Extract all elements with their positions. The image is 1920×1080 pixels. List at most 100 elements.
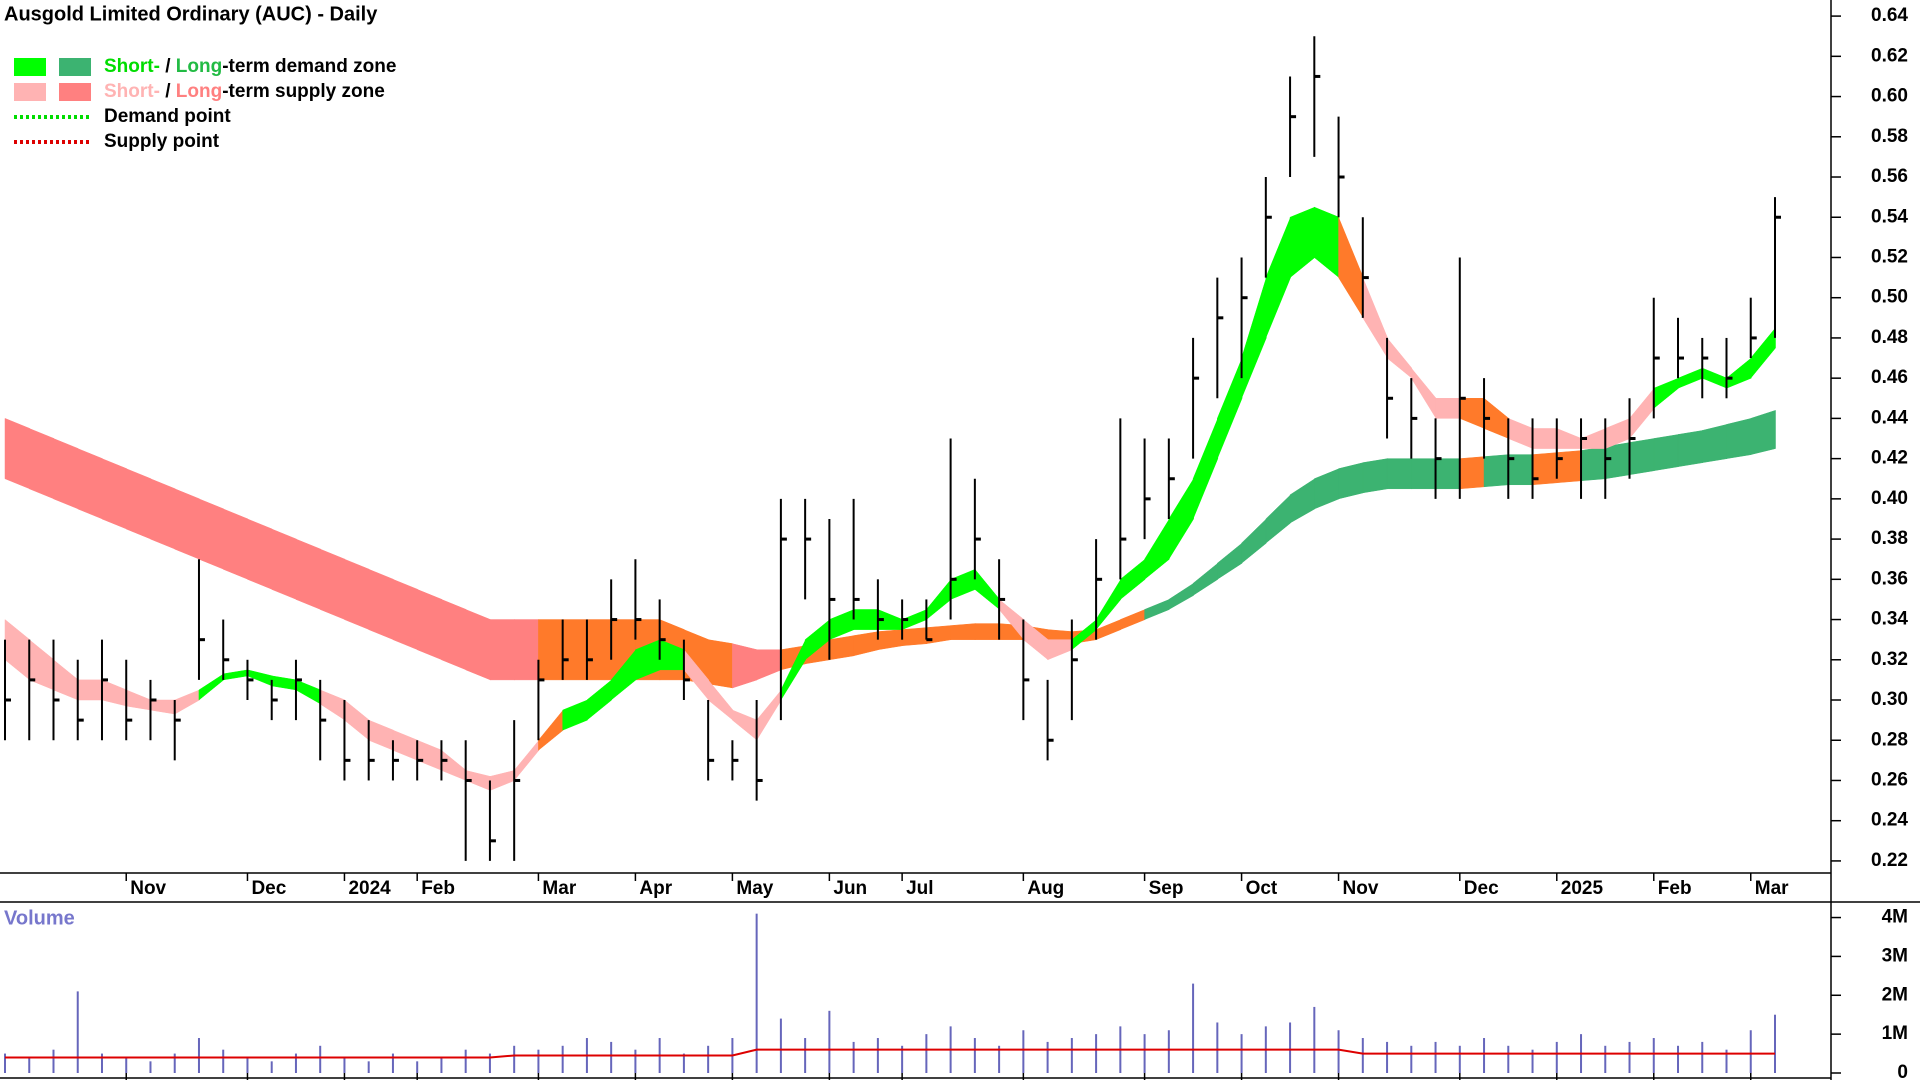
- zone-band: [465, 609, 491, 681]
- zone-band: [1411, 458, 1437, 490]
- volume-bar: [537, 1049, 540, 1073]
- zone-band: [853, 609, 879, 630]
- volume-bar: [1628, 1041, 1631, 1073]
- x-tick-label: Dec: [1464, 878, 1499, 899]
- volume-bar: [1216, 1022, 1219, 1073]
- legend-label: Short- / Long-term supply zone: [104, 81, 385, 102]
- chart-title: Ausgold Limited Ordinary (AUC) - Daily: [4, 3, 378, 25]
- zone-band: [1532, 428, 1558, 449]
- volume-bar: [779, 1018, 782, 1073]
- volume-bar: [925, 1034, 928, 1073]
- zone-band: [1556, 450, 1582, 484]
- volume-bar: [125, 1057, 128, 1073]
- volume-bar: [1410, 1045, 1413, 1073]
- volume-bar: [1289, 1022, 1292, 1073]
- volume-average: [5, 1048, 1775, 1059]
- zone-band: [125, 468, 152, 540]
- zone-band: [901, 627, 928, 646]
- volume-bar: [828, 1010, 831, 1073]
- volume-bar: [561, 1045, 564, 1073]
- volume-bar: [1701, 1041, 1704, 1073]
- zone-band: [1314, 206, 1340, 279]
- zone-band: [1338, 462, 1364, 500]
- zone-band: [1314, 468, 1340, 510]
- volume-bar: [1386, 1041, 1389, 1073]
- zone-band: [489, 619, 515, 681]
- zone-band: [1265, 494, 1291, 544]
- zone-band: [562, 699, 588, 731]
- zone-band: [489, 770, 515, 791]
- zone-band: [416, 739, 443, 771]
- legend-text: Long: [176, 56, 222, 77]
- volume-bar: [1192, 983, 1195, 1073]
- volume-bar: [1095, 1034, 1098, 1073]
- y-tick-label: 0.54: [1871, 206, 1908, 227]
- volume-bar: [173, 1053, 176, 1073]
- volume-bar: [391, 1053, 394, 1073]
- x-tick-label: Apr: [639, 878, 672, 899]
- volume-bar: [1555, 1041, 1558, 1073]
- volume-bar: [634, 1049, 637, 1073]
- zone-band: [392, 729, 418, 761]
- x-tick-label: 2025: [1561, 878, 1604, 899]
- zone-band: [247, 669, 273, 687]
- volume-bar: [901, 1045, 904, 1073]
- volume-bar: [488, 1053, 491, 1073]
- y-tick-label: 0.42: [1871, 448, 1908, 469]
- zone-band: [1750, 410, 1776, 455]
- zone-band: [1726, 357, 1752, 389]
- y-tick-label: 0.48: [1871, 327, 1908, 348]
- zone-band: [1217, 357, 1243, 459]
- legend-text: Long: [176, 81, 222, 102]
- zone-band: [174, 689, 200, 715]
- volume-bar: [367, 1061, 370, 1073]
- zone-band: [756, 649, 782, 681]
- zone-band: [1241, 518, 1267, 564]
- y-tick-label: 1M: [1882, 1023, 1908, 1044]
- volume-bar: [1725, 1049, 1728, 1073]
- volume-bar: [1604, 1045, 1607, 1073]
- zone-band: [150, 699, 176, 715]
- zone-band: [1338, 217, 1364, 319]
- zone-band: [101, 458, 127, 530]
- volume-bar: [1458, 1045, 1461, 1073]
- y-tick-label: 0.56: [1871, 166, 1908, 187]
- volume-title: Volume: [4, 907, 75, 929]
- y-tick-label: 0.28: [1871, 729, 1908, 750]
- volume-bar: [973, 1038, 976, 1073]
- zone-band: [853, 631, 879, 657]
- zone-band: [4, 418, 30, 490]
- zone-band: [1483, 454, 1510, 488]
- y-tick-label: 0.34: [1871, 609, 1908, 630]
- y-tick-label: 0.22: [1871, 850, 1908, 871]
- volume-bar: [682, 1053, 685, 1073]
- legend-text: -term supply zone: [222, 81, 385, 102]
- zone-band: [1677, 367, 1704, 389]
- x-tick-label: Feb: [421, 878, 455, 899]
- zone-band: [1459, 398, 1485, 429]
- zone-band: [1677, 430, 1704, 467]
- y-tick-label: 0.36: [1871, 568, 1908, 589]
- legend-text: -term demand zone: [222, 56, 396, 77]
- legend-label: Supply point: [104, 131, 220, 152]
- x-tick-label: Aug: [1027, 878, 1064, 899]
- zone-band: [707, 639, 734, 689]
- x-tick-label: Oct: [1246, 878, 1278, 899]
- volume-bar: [197, 1038, 200, 1073]
- legend-text: /: [160, 56, 176, 77]
- volume-bar: [294, 1053, 297, 1073]
- legend-swatch: [59, 83, 91, 101]
- volume-bar: [1507, 1045, 1510, 1073]
- zone-band: [1144, 599, 1170, 620]
- zone-band: [1192, 562, 1219, 596]
- legend-label: Demand point: [104, 106, 231, 127]
- volume-bar: [1774, 1014, 1776, 1073]
- volume-bar: [28, 1057, 31, 1073]
- zone-band: [77, 679, 103, 701]
- y-tick-label: 0.44: [1871, 407, 1908, 428]
- zone-band: [344, 558, 370, 630]
- zone-band: [1435, 398, 1461, 419]
- zone-band: [513, 619, 540, 681]
- zone-band: [1168, 582, 1194, 610]
- volume-bar: [1434, 1041, 1437, 1073]
